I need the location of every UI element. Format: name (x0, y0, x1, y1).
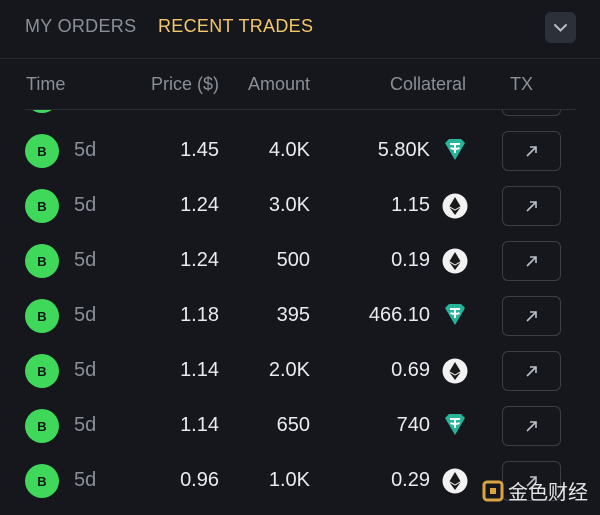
divider (25, 109, 576, 110)
token-icon (442, 138, 468, 167)
tether-icon (445, 304, 465, 325)
side-badge: B (25, 299, 59, 333)
watermark-text: 金色财经 (508, 482, 588, 504)
collateral: 0.29 (391, 469, 430, 491)
amount: 4.0K (268, 139, 310, 161)
amount: 500 (276, 249, 310, 271)
arrow-icon (525, 476, 537, 487)
side-badge: B (25, 189, 59, 223)
tx-button[interactable] (502, 131, 561, 171)
price: 1.24 (180, 194, 219, 216)
header-price: Price ($) (150, 74, 219, 94)
time: 5d (74, 469, 97, 491)
time: 5d (74, 304, 97, 326)
arrow-icon (525, 421, 537, 432)
tab-my-orders[interactable]: MY ORDERS (25, 16, 137, 36)
price: 1.24 (180, 249, 219, 271)
token-icon (442, 248, 468, 279)
amount: 650 (276, 414, 310, 436)
chevron-icon (554, 24, 567, 32)
eth-icon (442, 358, 468, 384)
token-icon (442, 468, 468, 499)
amount: 3.0K (268, 194, 310, 216)
trade-row: B 5d 1.18 395 466.10 (0, 288, 600, 343)
tx-button[interactable] (502, 110, 561, 116)
tx-button[interactable] (502, 186, 561, 226)
header-time: Time (26, 74, 66, 94)
trade-row: B 5d 1.24 500 0.19 (0, 233, 600, 288)
token-icon (442, 413, 468, 442)
token-icon (442, 303, 468, 332)
tether-icon (445, 414, 465, 435)
tx-button[interactable] (502, 351, 561, 391)
amount: 395 (276, 304, 310, 326)
token-icon (442, 193, 468, 224)
header-collateral: Collateral (389, 74, 466, 94)
side-badge: B (25, 354, 59, 388)
tx-button[interactable] (502, 461, 561, 501)
side-badge (25, 110, 59, 113)
time: 5d (74, 414, 97, 436)
trade-list: B 5d 1.45 4.0K 5.80K B 5d 1.24 3.0K 1.15 B 5d 1.24 50… (0, 110, 600, 515)
price: 0.96 (180, 469, 219, 491)
partial-row (0, 110, 600, 123)
watermark: 金色财经 (482, 476, 588, 505)
time: 5d (74, 139, 97, 161)
side-badge: B (25, 464, 59, 498)
eth-icon (442, 193, 468, 219)
trade-row: B 5d 1.14 2.0K 0.69 (0, 343, 600, 398)
collateral: 5.80K (377, 139, 430, 161)
tx-button[interactable] (502, 406, 561, 446)
tx-button[interactable] (502, 296, 561, 336)
dropdown-button[interactable] (545, 12, 576, 43)
price: 1.14 (180, 359, 219, 381)
amount: 1.0K (268, 469, 310, 491)
trade-row: B 5d 1.24 3.0K 1.15 (0, 178, 600, 233)
amount: 2.0K (268, 359, 310, 381)
price: 1.45 (180, 139, 219, 161)
divider (0, 58, 600, 59)
price: 1.18 (180, 304, 219, 326)
trade-row: B 5d 1.45 4.0K 5.80K (0, 123, 600, 178)
collateral: 1.15 (391, 194, 430, 216)
collateral: 0.19 (391, 249, 430, 271)
side-badge: B (25, 409, 59, 443)
watermark-logo (482, 480, 504, 501)
token-icon (442, 358, 468, 389)
collateral: 740 (396, 414, 430, 436)
price: 1.14 (180, 414, 219, 436)
tab-recent-trades[interactable]: RECENT TRADES (158, 16, 314, 36)
arrow-icon (525, 201, 537, 212)
side-badge: B (25, 134, 59, 168)
time: 5d (74, 359, 97, 381)
collateral: 466.10 (368, 304, 430, 326)
trade-row: B 5d 0.96 1.0K 0.29 (0, 453, 600, 508)
trade-row: B 5d 1.14 650 740 (0, 398, 600, 453)
tether-icon (445, 139, 465, 160)
header-tx: TX (510, 74, 534, 94)
eth-icon (442, 468, 468, 494)
arrow-icon (525, 366, 537, 377)
collateral: 0.69 (391, 359, 430, 381)
side-badge: B (25, 244, 59, 278)
arrow-icon (525, 311, 537, 322)
header-amount: Amount (247, 74, 310, 94)
eth-icon (442, 248, 468, 274)
arrow-icon (525, 146, 537, 157)
arrow-icon (525, 256, 537, 267)
time: 5d (74, 194, 97, 216)
tx-button[interactable] (502, 241, 561, 281)
time: 5d (74, 249, 97, 271)
